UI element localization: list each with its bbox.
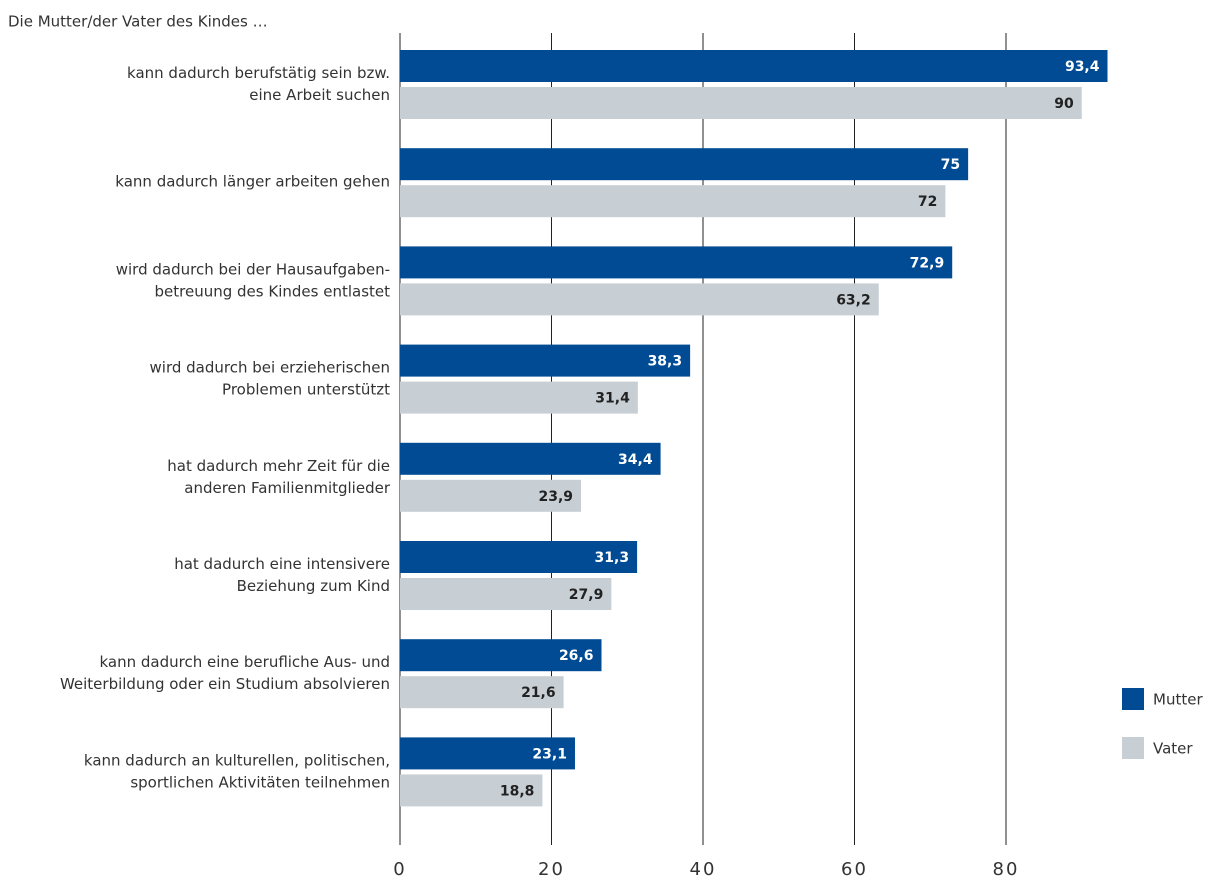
value-label: 27,9 <box>569 587 604 603</box>
bar <box>400 283 879 316</box>
value-label: 38,3 <box>648 354 683 370</box>
bar <box>400 578 612 610</box>
x-tick-label: 20 <box>538 859 565 879</box>
category-label: wird dadurch bei der Hausaufgaben-betreu… <box>116 260 390 300</box>
value-label: 63,2 <box>836 292 871 308</box>
category-label: hat dadurch eine intensivere Beziehung zu… <box>174 555 390 595</box>
bar <box>400 50 1108 82</box>
bar <box>400 246 953 279</box>
value-label: 75 <box>941 157 960 173</box>
bar <box>400 737 575 770</box>
bar <box>400 185 946 218</box>
value-label: 23,9 <box>538 489 573 505</box>
value-label: 31,3 <box>595 550 630 566</box>
x-tick-label: 80 <box>993 859 1020 879</box>
category-label: kann dadurch berufstätig sein bzw. eine A… <box>127 64 390 104</box>
bar <box>400 87 1082 119</box>
legend-label: Mutter <box>1153 691 1203 709</box>
legend-swatch <box>1122 688 1144 710</box>
chart-subtitle: Die Mutter/der Vater des Kindes … <box>8 13 268 31</box>
bar <box>400 479 582 512</box>
category-label: kann dadurch eine berufliche Aus- und Wei… <box>60 653 390 693</box>
x-tick-label: 40 <box>690 859 717 879</box>
bar <box>400 774 543 807</box>
bar <box>400 381 638 414</box>
value-label: 18,8 <box>500 783 535 799</box>
bar <box>400 639 602 672</box>
value-label: 93,4 <box>1065 59 1100 75</box>
category-label: hat dadurch mehr Zeit für die anderen Fam… <box>167 456 391 496</box>
bar <box>400 676 564 709</box>
value-label: 23,1 <box>532 746 567 762</box>
category-label: kann dadurch an kulturellen, politischen… <box>84 751 390 791</box>
bar <box>400 541 638 573</box>
bar <box>400 148 969 181</box>
legend-swatch <box>1122 737 1144 759</box>
legend-label: Vater <box>1153 740 1193 758</box>
category-label: wird dadurch bei erzieherischen Problemen… <box>150 358 391 398</box>
value-label: 72 <box>918 194 937 210</box>
value-label: 72,9 <box>910 255 945 271</box>
x-tick-label: 60 <box>841 859 868 879</box>
value-label: 90 <box>1054 96 1074 112</box>
value-label: 31,4 <box>595 391 630 407</box>
x-tick-label: 0 <box>393 859 406 879</box>
bar <box>400 344 691 377</box>
category-label: kann dadurch länger arbeiten gehen <box>115 173 390 191</box>
value-label: 34,4 <box>618 452 653 468</box>
value-label: 21,6 <box>521 685 556 701</box>
bar <box>400 442 661 475</box>
value-label: 26,6 <box>559 648 594 664</box>
